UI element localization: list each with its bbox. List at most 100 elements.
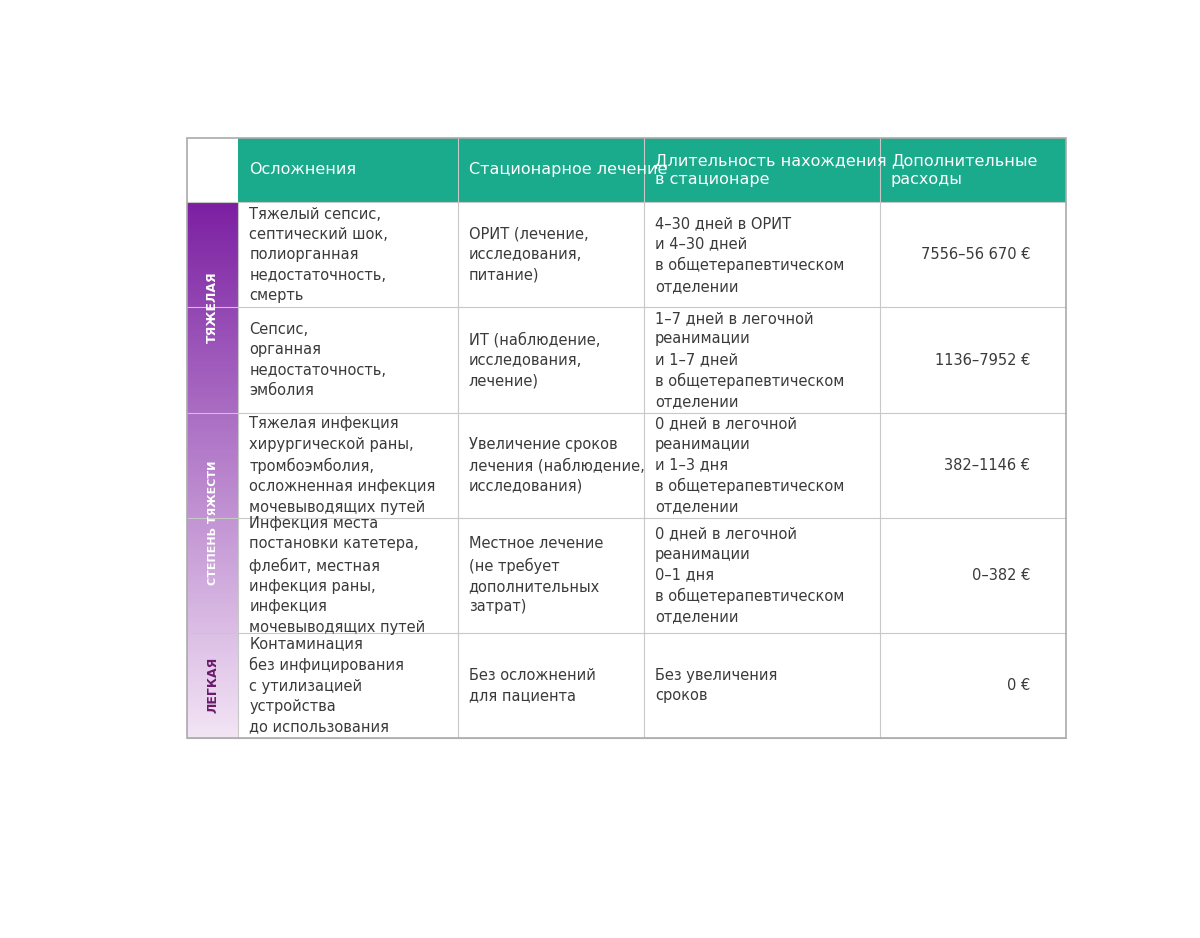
Text: Стационарное лечение: Стационарное лечение [469, 162, 667, 177]
Bar [187, 356, 238, 357]
Bar [187, 397, 238, 399]
Bar [187, 665, 238, 667]
Bar [187, 466, 238, 468]
Bar [187, 445, 238, 446]
Bar [187, 703, 238, 704]
Bar [187, 442, 238, 444]
Bar [187, 316, 238, 318]
Bar [187, 477, 238, 479]
Text: Сепсис,
органная
недостаточность,
эмболия: Сепсис, органная недостаточность, эмболи… [250, 322, 386, 399]
Bar [187, 472, 238, 474]
Bar [187, 701, 238, 703]
Bar [187, 205, 238, 207]
Bar [187, 458, 238, 460]
Bar [187, 579, 238, 581]
Bar [187, 282, 238, 284]
Bar [187, 292, 238, 294]
Text: 0–382 €: 0–382 € [972, 567, 1030, 582]
Bar [187, 537, 238, 538]
Bar [187, 202, 238, 204]
Bar [187, 249, 238, 250]
Bar [187, 367, 238, 369]
Bar [187, 268, 238, 270]
Bar [187, 695, 238, 697]
Bar [187, 371, 238, 373]
Bar [187, 327, 238, 329]
Bar [187, 308, 238, 310]
Bar [187, 385, 238, 386]
Bar [187, 613, 238, 614]
Bar [187, 606, 238, 608]
Bar [187, 436, 238, 438]
Bar [187, 426, 238, 427]
Bar [187, 341, 238, 343]
Bar [187, 431, 238, 432]
Bar [187, 629, 238, 631]
Bar [187, 570, 238, 572]
Bar [187, 277, 238, 279]
Bar [187, 252, 238, 254]
Bar [187, 715, 238, 717]
Bar [187, 590, 238, 592]
Bar [187, 294, 238, 295]
Bar [187, 638, 238, 640]
Bar [187, 631, 238, 632]
Text: 382–1146 €: 382–1146 € [944, 458, 1030, 473]
Bar [187, 649, 238, 651]
Bar [187, 486, 238, 488]
Bar [187, 229, 238, 231]
Bar [187, 284, 238, 286]
Bar [187, 538, 238, 539]
Bar [187, 311, 238, 313]
Bar [187, 602, 238, 604]
Bar [187, 645, 238, 647]
Bar [187, 543, 238, 545]
Bar [187, 250, 238, 252]
Bar [187, 476, 238, 477]
Bar [187, 300, 238, 302]
Bar [187, 525, 238, 527]
Bar [187, 704, 238, 706]
Bar [187, 434, 238, 436]
Bar [187, 373, 238, 375]
Bar [187, 391, 238, 393]
Bar [187, 552, 238, 554]
Bar [187, 375, 238, 377]
Bar [187, 554, 238, 556]
Bar [187, 533, 238, 535]
Bar [187, 519, 238, 520]
Bar [187, 620, 238, 622]
Bar [187, 595, 238, 597]
Bar [187, 204, 238, 205]
Text: Контаминация
без инфицирования
с утилизацией
устройства
до использования: Контаминация без инфицирования с утилиза… [250, 636, 404, 734]
Bar [187, 432, 238, 434]
Bar [187, 584, 238, 586]
Bar [187, 377, 238, 379]
Bar [187, 256, 238, 258]
Bar [187, 501, 238, 502]
Bar [187, 582, 238, 584]
Bar [187, 567, 238, 568]
Bar [187, 504, 238, 506]
Bar [187, 706, 238, 707]
Bar [187, 663, 238, 665]
Bar [187, 213, 238, 215]
Bar [187, 598, 238, 600]
Text: Дополнительные
расходы: Дополнительные расходы [890, 153, 1037, 187]
Bar [187, 632, 238, 634]
Bar [187, 402, 238, 404]
Bar [187, 688, 238, 689]
Bar [187, 513, 238, 515]
Bar [187, 389, 238, 391]
Bar [187, 286, 238, 288]
Bar [187, 413, 238, 415]
Bar [187, 515, 238, 517]
Bar [187, 349, 238, 351]
Bar [187, 461, 238, 463]
Bar [187, 628, 238, 629]
Bar [187, 270, 238, 272]
Bar [187, 654, 238, 656]
Bar [187, 683, 238, 685]
Bar [187, 221, 238, 223]
Text: СТЕПЕНЬ ТЯЖЕСТИ: СТЕПЕНЬ ТЯЖЕСТИ [208, 461, 217, 585]
